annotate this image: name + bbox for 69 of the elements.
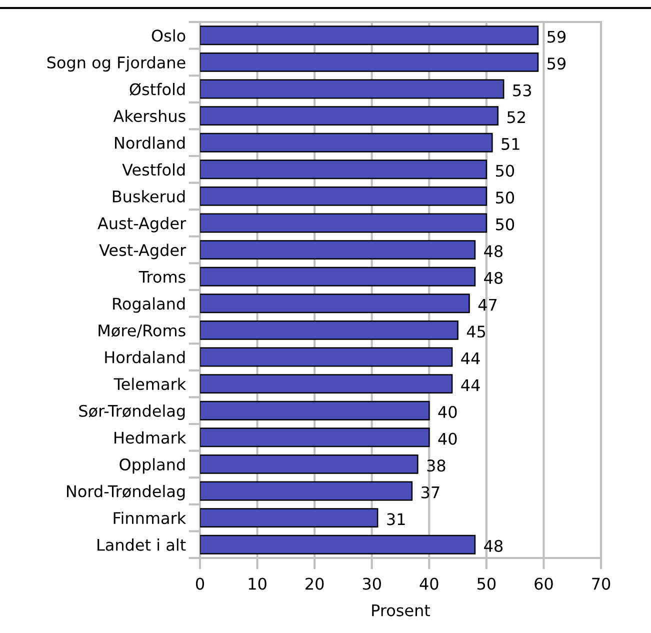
bar bbox=[200, 294, 470, 314]
data-label: 52 bbox=[507, 111, 525, 124]
y-tick-label: Akershus bbox=[113, 110, 186, 122]
data-label: 59 bbox=[548, 30, 566, 43]
bar bbox=[200, 534, 476, 554]
bar bbox=[200, 481, 413, 501]
data-label: 48 bbox=[484, 245, 503, 258]
x-tick-label: 20 bbox=[306, 578, 324, 590]
data-label: 48 bbox=[484, 272, 503, 284]
bar bbox=[200, 347, 453, 367]
data-label: 47 bbox=[478, 298, 497, 311]
y-tick-label: Vestfold bbox=[122, 163, 185, 176]
data-label: 48 bbox=[484, 540, 503, 552]
data-label: 44 bbox=[461, 352, 480, 364]
y-tick-label: Oppland bbox=[120, 458, 185, 474]
data-label: 53 bbox=[513, 84, 531, 96]
y-tick-label: Nordland bbox=[115, 136, 185, 149]
bar bbox=[200, 186, 488, 206]
bar bbox=[200, 266, 476, 286]
data-label: 38 bbox=[427, 460, 446, 472]
data-label: 45 bbox=[466, 326, 486, 338]
bar bbox=[200, 132, 493, 152]
data-label: 59 bbox=[548, 58, 566, 70]
bar bbox=[200, 213, 488, 233]
x-tick-label: 70 bbox=[592, 578, 610, 590]
data-label: 50 bbox=[496, 164, 514, 177]
bar bbox=[200, 160, 488, 180]
y-tick-label: Buskerud bbox=[112, 190, 185, 202]
y-tick-label: Sogn og Fjordane bbox=[47, 56, 186, 72]
x-tick-label: 0 bbox=[196, 578, 204, 590]
bar bbox=[200, 320, 458, 340]
data-label: 40 bbox=[438, 432, 457, 445]
bar bbox=[200, 374, 453, 394]
data-label: 31 bbox=[387, 513, 405, 526]
x-axis-title: Prosent bbox=[372, 604, 430, 616]
y-tick-label: Sør-Trøndelag bbox=[79, 404, 185, 420]
y-tick-label: Hedmark bbox=[114, 431, 186, 444]
bar bbox=[200, 428, 430, 448]
y-tick-label: Møre/Roms bbox=[98, 324, 186, 338]
bar bbox=[200, 240, 476, 260]
y-tick-label: Finnmark bbox=[114, 512, 186, 524]
x-tick-label: 50 bbox=[478, 578, 496, 590]
y-tick-label: Nord-Trøndelag bbox=[67, 484, 185, 500]
bar bbox=[200, 26, 539, 46]
x-tick-label: 10 bbox=[248, 578, 266, 590]
data-label: 40 bbox=[438, 406, 457, 418]
y-tick-label: Troms bbox=[138, 271, 186, 283]
y-tick-label: Rogaland bbox=[113, 297, 185, 313]
data-label: 37 bbox=[422, 486, 440, 498]
x-tick-label: 40 bbox=[420, 578, 438, 590]
bar bbox=[200, 508, 378, 528]
y-tick-label: Oslo bbox=[152, 29, 186, 42]
bar bbox=[200, 106, 499, 126]
y-tick-label: Landet i alt bbox=[98, 538, 186, 551]
data-label: 44 bbox=[461, 379, 480, 391]
y-tick-label: Aust-Agder bbox=[98, 216, 186, 232]
y-tick-label: Vest-Agder bbox=[99, 244, 186, 260]
bar bbox=[200, 454, 418, 474]
bar bbox=[200, 52, 539, 72]
y-tick-label: Østfold bbox=[130, 82, 185, 96]
x-tick-label: 60 bbox=[534, 578, 553, 590]
data-label: 50 bbox=[496, 192, 514, 204]
y-tick-label: Telemark bbox=[114, 378, 186, 390]
bar bbox=[200, 79, 504, 99]
data-label: 50 bbox=[496, 218, 514, 230]
x-tick-label: 30 bbox=[362, 578, 381, 590]
data-label: 51 bbox=[502, 138, 520, 150]
bar bbox=[200, 400, 430, 420]
y-tick-label: Hordaland bbox=[105, 350, 185, 364]
